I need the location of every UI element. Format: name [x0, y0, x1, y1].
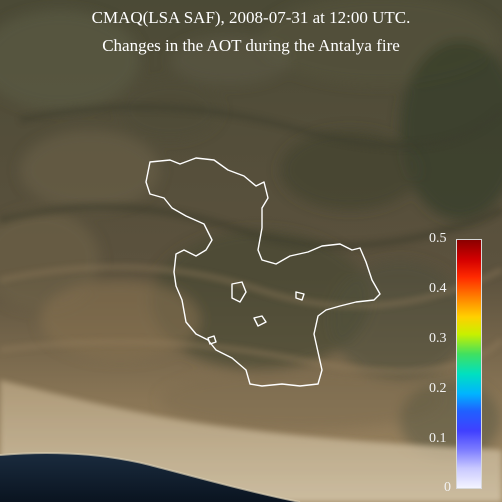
sea [0, 453, 300, 502]
map-title-line-1: CMAQ(LSA SAF), 2008-07-31 at 12:00 UTC. [91, 8, 411, 27]
terrain-ridges [0, 103, 502, 375]
map-title-line-2: Changes in the AOT during the Antalya fi… [102, 36, 400, 55]
colorbar-tick-label: 0.1 [429, 431, 447, 446]
colorbar-tick-label: 0 [444, 480, 451, 495]
colorbar-tick-label: 0.4 [429, 281, 447, 296]
colorbar-tick-label: 0.2 [429, 381, 447, 396]
coastline [0, 452, 301, 502]
colorbar-tick-label: 0.3 [429, 331, 447, 346]
colorbar-tick-label: 0.5 [429, 231, 447, 246]
fire-area-outline [145, 157, 381, 387]
aot-colorbar [456, 239, 482, 489]
